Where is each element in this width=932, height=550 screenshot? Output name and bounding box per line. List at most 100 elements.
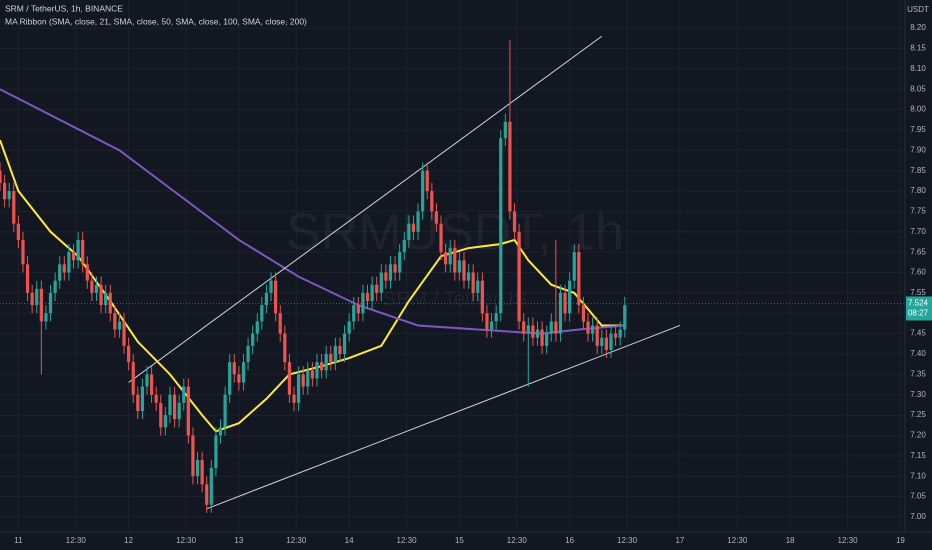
candle-body (609, 333, 613, 350)
candle-body (384, 272, 388, 281)
candle-body (306, 370, 310, 387)
candle-body (246, 345, 250, 363)
candle-body (149, 374, 154, 395)
candle-body (485, 313, 489, 330)
candle-body (177, 402, 181, 420)
candle-body (94, 284, 99, 293)
candle-body (218, 427, 223, 436)
candle-body (531, 325, 535, 338)
candle-body (90, 280, 94, 293)
candle-body (540, 329, 544, 346)
candle-body (154, 394, 158, 403)
x-tick-label: 12:30 (397, 536, 418, 545)
candle-body (12, 191, 16, 224)
candle-body (342, 333, 347, 354)
candle-body (127, 345, 131, 363)
candle-body (512, 211, 517, 232)
candle-body (274, 280, 278, 314)
candle-body (480, 280, 484, 314)
candle-body (251, 333, 255, 346)
x-tick-label: 15 (455, 536, 464, 545)
y-tick-label: 7.20 (910, 431, 926, 440)
candle-body (195, 459, 200, 477)
candle-body (526, 325, 530, 334)
x-tick-label: 12:30 (617, 536, 638, 545)
candle-body (200, 459, 204, 485)
candle-body (99, 284, 103, 306)
candle-body (237, 374, 241, 383)
candle-body (287, 362, 292, 395)
candle-body (35, 288, 39, 306)
candle-body (352, 305, 356, 322)
candle-body (168, 394, 172, 416)
candle-body (292, 394, 296, 403)
candle-body (489, 321, 494, 330)
candle-body (572, 252, 576, 281)
trend-line (128, 35, 603, 383)
x-tick-label: 12:30 (727, 536, 748, 545)
y-tick-label: 7.35 (910, 369, 926, 378)
candle-body (581, 305, 586, 322)
candle-body (591, 325, 595, 334)
candle-body (21, 239, 25, 265)
y-tick-label: 7.55 (910, 288, 926, 297)
candle-body (209, 468, 213, 505)
y-tick-label: 7.95 (910, 125, 926, 134)
y-tick-label: 8.15 (910, 44, 926, 53)
y-tick-label: 7.75 (910, 207, 926, 216)
candle-body (430, 191, 434, 212)
candle-body (416, 211, 420, 232)
candle-body (67, 252, 71, 273)
x-tick-label: 18 (786, 536, 795, 545)
candle-body (7, 191, 11, 200)
y-tick-label: 7.25 (910, 410, 926, 419)
candle-body (338, 345, 342, 354)
candle-body (136, 394, 140, 412)
candle-body (535, 329, 540, 338)
candle-body (48, 292, 53, 314)
y-tick-label: 7.60 (910, 268, 926, 277)
candle-body (604, 337, 609, 350)
candle-body (618, 329, 622, 338)
candle-body (411, 223, 416, 232)
candle-body (388, 264, 393, 281)
candle-body (356, 305, 360, 314)
candle-body (108, 292, 112, 314)
candle-body (255, 321, 259, 334)
candle-body (439, 223, 443, 253)
candle-body (476, 280, 480, 293)
candle-body (113, 313, 117, 330)
candle-body (365, 292, 370, 302)
candle-body (549, 321, 553, 334)
candle-body (30, 292, 34, 306)
candle-body (186, 386, 190, 436)
candle-body (81, 239, 85, 265)
candle-body (76, 239, 80, 261)
candle-body (25, 264, 30, 293)
candle-body (563, 292, 567, 314)
x-tick-label: 13 (234, 536, 243, 545)
last-price-box (906, 296, 932, 321)
y-tick-label: 7.65 (910, 247, 926, 256)
candle-body (2, 182, 7, 200)
candle-body (595, 325, 599, 346)
candle-body (16, 223, 20, 240)
candle-body (296, 374, 301, 403)
candle-body (379, 272, 383, 293)
candle-body (623, 305, 627, 330)
x-tick-label: 19 (896, 536, 905, 545)
last-price-label: 7.524 (908, 299, 929, 308)
candle-body (140, 386, 145, 412)
x-tick-label: 17 (675, 536, 684, 545)
candle-body (122, 321, 126, 346)
candle-body (402, 239, 406, 253)
y-tick-label: 7.45 (910, 329, 926, 338)
candle-body (613, 333, 618, 338)
candle-body (232, 362, 236, 375)
candle-body (558, 292, 563, 334)
candle-body (554, 321, 558, 334)
candle-body (191, 435, 195, 477)
candle-body (228, 362, 232, 395)
